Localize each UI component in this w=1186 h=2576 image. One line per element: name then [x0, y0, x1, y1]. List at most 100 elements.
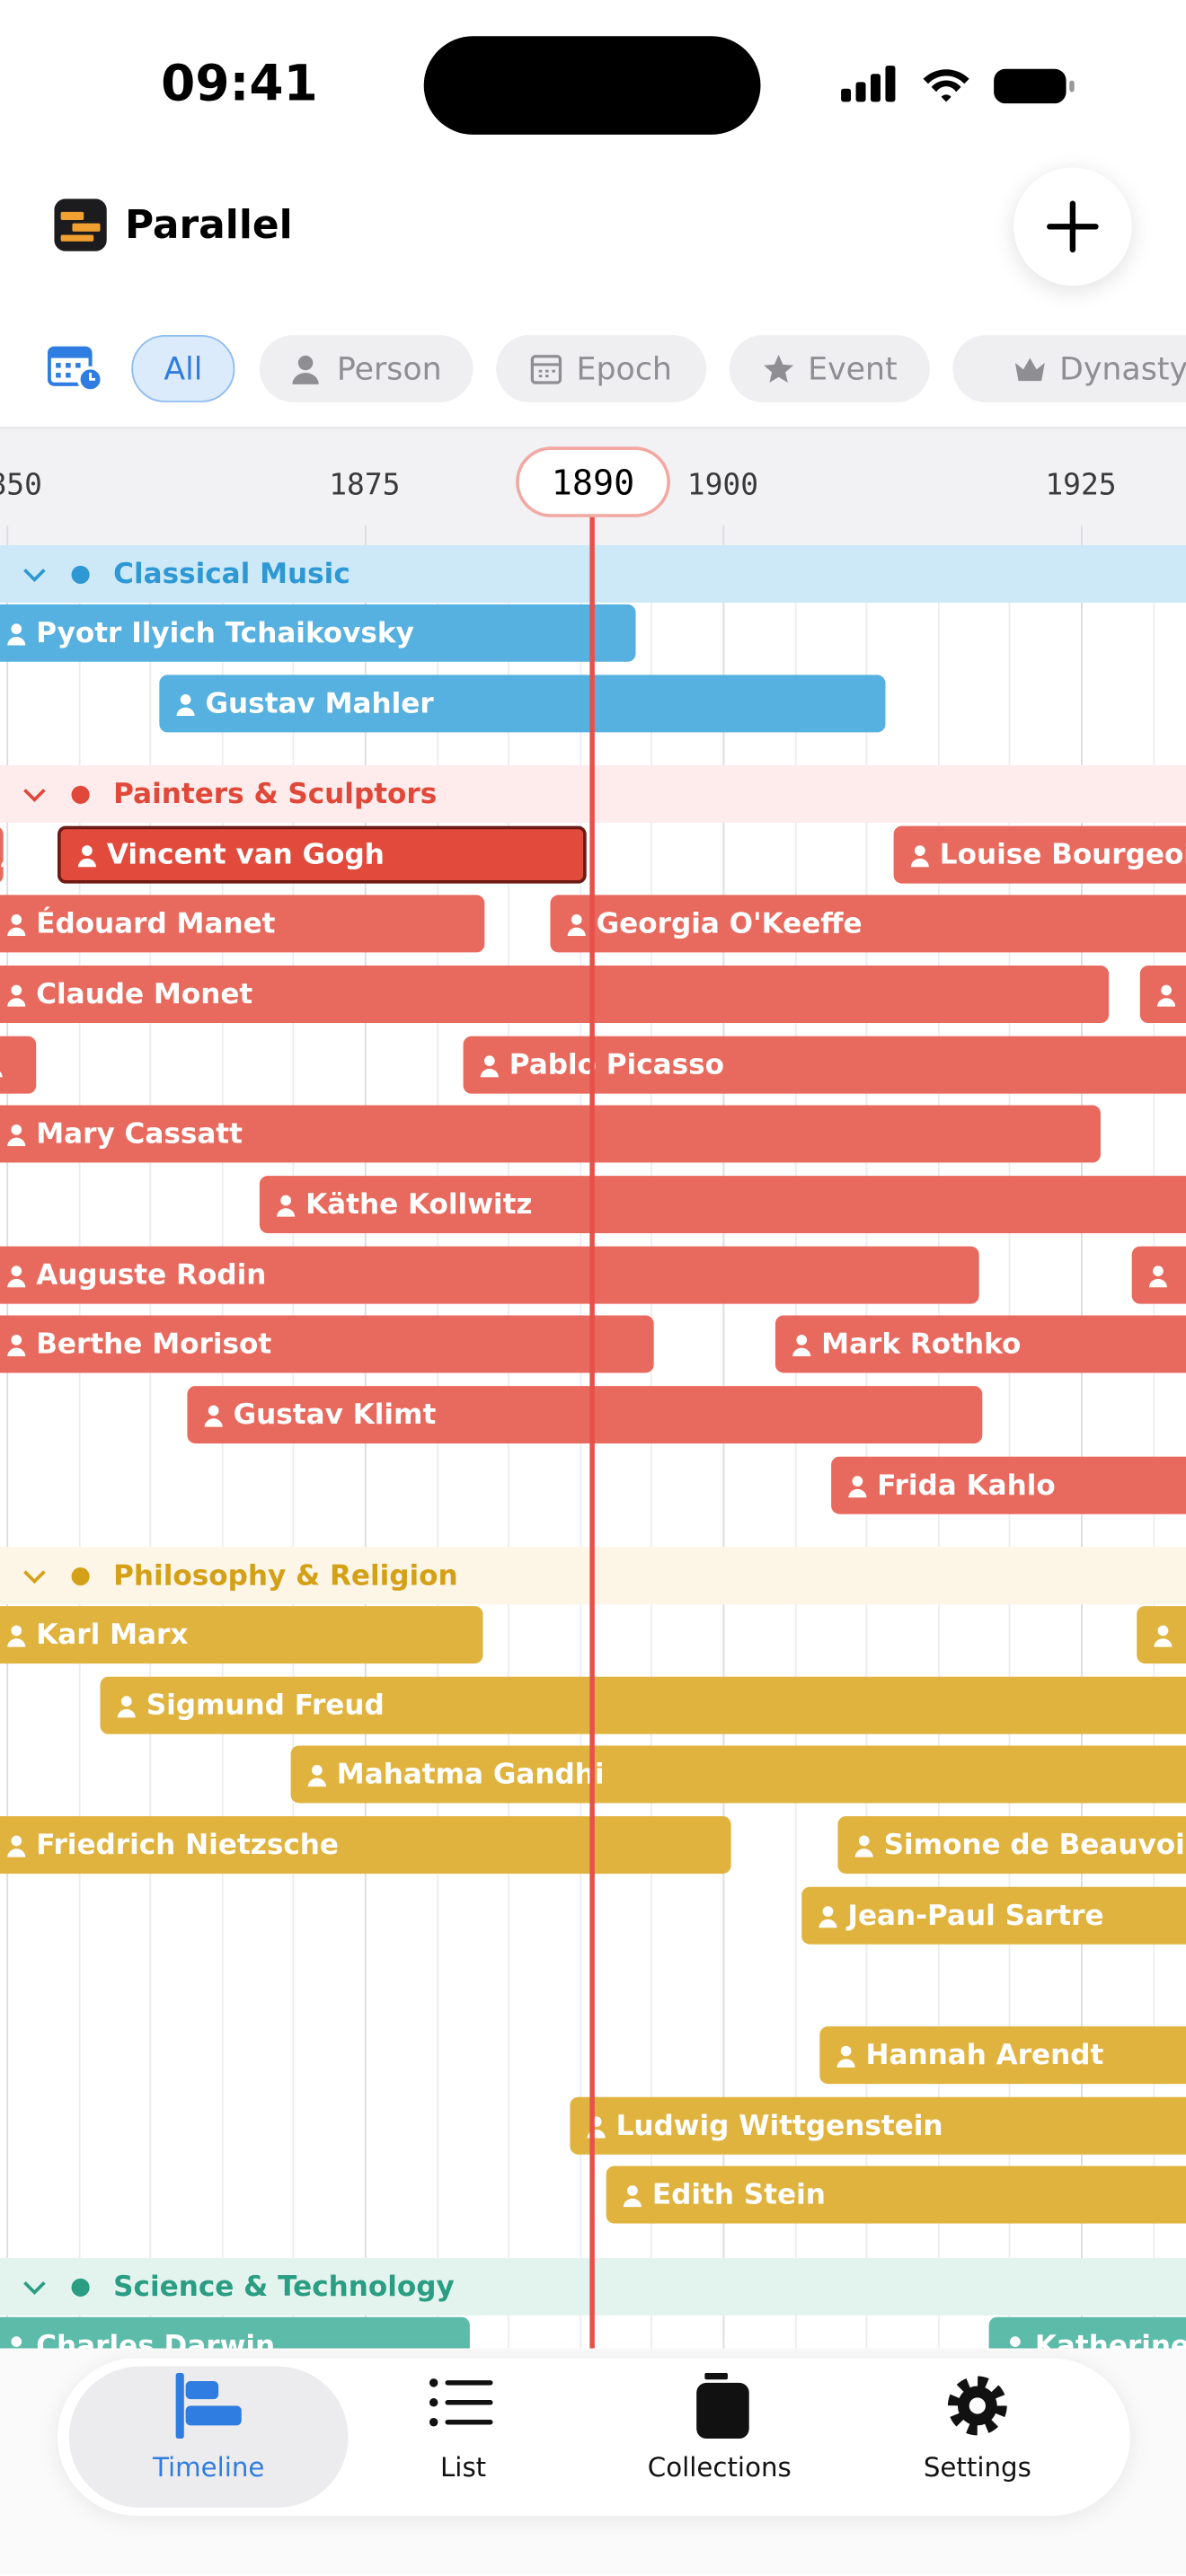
person-icon: [567, 913, 586, 936]
timeline-bar[interactable]: Hannah Arendt: [819, 2026, 1186, 2085]
bar-label: Friedrich Nietzsche: [36, 1828, 339, 1862]
person-icon: [117, 1695, 136, 1717]
person-icon: [1148, 1265, 1168, 1287]
axis-label: 1875: [329, 468, 401, 503]
bar-label: Mark Rothko: [821, 1328, 1022, 1361]
person-icon: [910, 844, 929, 867]
collapse-chevron: [23, 788, 46, 802]
timeline-bar[interactable]: [1139, 966, 1186, 1024]
bar-label: Vincent van Gogh: [106, 838, 385, 871]
bar-label: Pyotr Ilyich Tchaikovsky: [36, 616, 414, 650]
major-grid-line: [6, 525, 9, 2349]
timeline-bar[interactable]: [0, 1036, 37, 1094]
axis-label: 1900: [686, 468, 759, 503]
person-icon: [307, 1764, 326, 1786]
filter-icon: [292, 354, 319, 384]
filter-chip[interactable]: All: [131, 334, 235, 402]
tab-label: Collections: [647, 2451, 792, 2483]
timeline-bar[interactable]: Edith Stein: [606, 2166, 1186, 2224]
timeline-bar[interactable]: Käthe Kollwitz: [259, 1176, 1186, 1234]
bar-label: Georgia O'Keeffe: [596, 907, 863, 940]
timeline-bar[interactable]: Georgia O'Keeffe: [550, 895, 1186, 953]
app-logo: [54, 198, 107, 251]
timeline-bar[interactable]: Sigmund Freud: [100, 1676, 1186, 1734]
timeline-bar[interactable]: Simone de Beauvoir: [837, 1816, 1186, 1875]
timeline-bar[interactable]: [1131, 1246, 1186, 1304]
bar-label: Mahatma Gandhi: [336, 1758, 605, 1791]
bar-label: Käthe Kollwitz: [305, 1187, 533, 1222]
calendar-filter-button[interactable]: [48, 343, 104, 393]
timeline-bar[interactable]: Ludwig Wittgenstein: [570, 2096, 1186, 2155]
timeline-bar[interactable]: Frida Kahlo: [831, 1456, 1186, 1514]
minor-grid-line: [149, 544, 152, 2349]
timeline-bar[interactable]: Gustav Mahler: [159, 675, 886, 733]
minor-grid-line: [436, 544, 438, 2349]
timeline-bar[interactable]: Claude Monet: [0, 966, 1110, 1024]
axis-label: 1850: [0, 468, 42, 503]
timeline-bar[interactable]: Pyotr Ilyich Tchaikovsky: [0, 604, 636, 662]
tab-item[interactable]: Settings: [863, 2365, 1093, 2506]
group-dot: [71, 1566, 90, 1585]
tab-item[interactable]: Collections: [605, 2365, 835, 2506]
person-icon: [7, 1624, 26, 1646]
dynamic-island: [423, 36, 761, 135]
timeline-bar[interactable]: Édouard Manet: [0, 895, 485, 953]
timeline-bar[interactable]: Louise Bourgeois: [893, 825, 1186, 884]
timeline-bar[interactable]: [0, 825, 4, 884]
timeline-bar[interactable]: Mary Cassatt: [0, 1105, 1101, 1163]
plus-icon: [1047, 200, 1099, 253]
bar-label: Gustav Mahler: [205, 687, 434, 720]
bar-label: Claude Monet: [36, 977, 253, 1011]
filter-chip[interactable]: Person: [259, 334, 474, 402]
tab-item[interactable]: List: [349, 2365, 579, 2506]
bar-label: Édouard Manet: [36, 907, 276, 940]
bar-label: Simone de Beauvoir: [883, 1828, 1186, 1862]
filter-label: All: [164, 350, 203, 387]
bar-label: Auguste Rodin: [36, 1258, 267, 1292]
minor-grid-line: [508, 544, 510, 2349]
timeline-bar[interactable]: Jean-Paul Sartre: [801, 1886, 1186, 1945]
minor-grid-line: [865, 544, 868, 2349]
group-name: Painters & Sculptors: [113, 777, 438, 811]
bar-label: Jean-Paul Sartre: [847, 1899, 1104, 1932]
timeline-bar[interactable]: Vincent van Gogh: [57, 825, 587, 884]
bar-label: Sigmund Freud: [146, 1689, 385, 1722]
timeline-bar[interactable]: Pablo Picasso: [463, 1036, 1186, 1094]
add-button[interactable]: [1013, 167, 1132, 287]
current-year-badge[interactable]: 1890: [516, 446, 670, 517]
minor-grid-line: [221, 544, 224, 2349]
filter-icon: [763, 353, 793, 383]
filter-chip[interactable]: Event: [729, 334, 930, 402]
person-icon: [7, 1334, 26, 1356]
timeline-bar[interactable]: Berthe Morisot: [0, 1315, 654, 1373]
person-icon: [204, 1404, 223, 1426]
timeline-bar[interactable]: Karl Marx: [0, 1606, 483, 1664]
bar-label: Frida Kahlo: [877, 1469, 1056, 1502]
tab-item[interactable]: Timeline: [93, 2365, 323, 2506]
filter-label: Person: [336, 350, 442, 387]
timeline-bar[interactable]: Mark Rothko: [774, 1315, 1186, 1373]
minor-grid-line: [293, 544, 295, 2349]
person-icon: [1154, 1624, 1173, 1646]
filter-chip[interactable]: Dynasty: [952, 334, 1186, 402]
tab-label: Settings: [923, 2451, 1031, 2483]
tab-icon: [429, 2378, 493, 2427]
bar-label: Hannah Arendt: [865, 2038, 1104, 2072]
current-year-line: [589, 508, 594, 2349]
timeline-bar[interactable]: Gustav Klimt: [187, 1386, 983, 1444]
status-icons: [841, 66, 1075, 104]
tab-label: List: [440, 2451, 487, 2483]
timeline-bar[interactable]: Auguste Rodin: [0, 1246, 979, 1304]
bar-label: Edith Stein: [651, 2178, 826, 2211]
bar-label: Ludwig Wittgenstein: [615, 2109, 943, 2143]
timeline-bar[interactable]: Mahatma Gandhi: [290, 1745, 1186, 1804]
filter-chip[interactable]: Epoch: [496, 334, 707, 402]
timeline-bar[interactable]: Friedrich Nietzsche: [0, 1816, 731, 1875]
status-time: 09:41: [161, 56, 318, 114]
person-icon: [7, 1834, 26, 1857]
person-icon: [7, 984, 26, 1006]
group-name: Science & Technology: [113, 2270, 455, 2304]
minor-grid-line: [651, 544, 653, 2349]
timeline-bar[interactable]: [1137, 1606, 1186, 1664]
minor-grid-line: [794, 544, 796, 2349]
